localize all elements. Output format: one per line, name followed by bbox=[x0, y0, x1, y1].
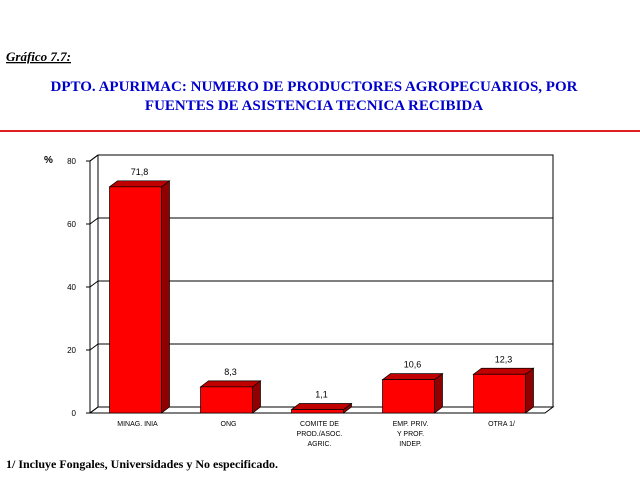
x-tick-label: AGRIC. bbox=[307, 441, 331, 448]
grid-line bbox=[89, 280, 99, 288]
y-tick-label: 40 bbox=[67, 283, 76, 292]
value-label: 71,8 bbox=[131, 167, 149, 177]
x-tick-label: COMITE DE bbox=[300, 421, 339, 428]
grid-line bbox=[89, 406, 99, 414]
bar bbox=[473, 373, 526, 414]
bar bbox=[109, 186, 162, 414]
bar-top bbox=[290, 403, 353, 410]
grid-line bbox=[89, 343, 99, 351]
bar bbox=[291, 409, 344, 414]
y-tick-label: 60 bbox=[67, 220, 76, 229]
x-tick-label: PROD./ASOC. bbox=[297, 431, 343, 438]
y-tick-label: 80 bbox=[67, 157, 76, 166]
x-tick-label: EMP. PRIV. bbox=[393, 421, 429, 428]
y-axis-label: % bbox=[44, 155, 53, 166]
value-label: 8,3 bbox=[224, 367, 237, 377]
value-label: 1,1 bbox=[315, 390, 328, 400]
bar-side bbox=[525, 367, 534, 414]
bar-top bbox=[199, 380, 262, 388]
footnote: 1/ Incluye Fongales, Universidades y No … bbox=[6, 457, 278, 471]
grid-line bbox=[89, 154, 99, 162]
x-tick-label: INDEP. bbox=[399, 441, 421, 448]
bar-top bbox=[108, 180, 171, 188]
y-tick-label: 20 bbox=[67, 346, 76, 355]
bar bbox=[200, 386, 253, 414]
bar-top bbox=[472, 367, 535, 375]
bar-side bbox=[161, 180, 170, 414]
value-label: 12,3 bbox=[495, 354, 513, 364]
value-label: 10,6 bbox=[404, 360, 422, 370]
bar bbox=[382, 379, 435, 414]
bar-side bbox=[434, 372, 443, 414]
chart-label: Gráfico 7.7: bbox=[6, 49, 71, 64]
x-tick-label: OTRA 1/ bbox=[488, 421, 515, 428]
grid-line bbox=[89, 217, 99, 225]
y-tick-label: 0 bbox=[72, 409, 77, 418]
bar-top bbox=[381, 373, 444, 380]
x-tick-label: ONG bbox=[221, 421, 237, 428]
x-tick-label: Y PROF. bbox=[397, 431, 424, 438]
x-tick-label: MINAG. INIA bbox=[117, 421, 158, 428]
chart-title: DPTO. APURIMAC: NUMERO DE PRODUCTORES AG… bbox=[51, 79, 578, 95]
chart-title: FUENTES DE ASISTENCIA TECNICA RECIBIDA bbox=[145, 98, 483, 114]
